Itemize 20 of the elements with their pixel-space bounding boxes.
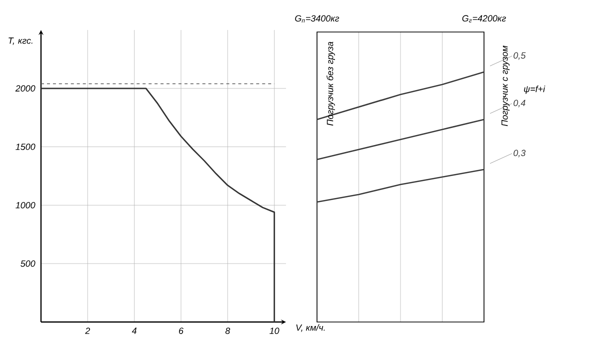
x-tick-label: 10 xyxy=(270,328,280,334)
legend-title: ψ=f+i xyxy=(524,86,546,94)
line-series xyxy=(40,88,276,323)
x-tick-label: 4 xyxy=(132,328,136,334)
text: G$_{п}$=3400кг xyxy=(295,15,340,22)
annotation: Погрузчик без груза xyxy=(326,42,335,126)
y-tick-label: 500 xyxy=(20,260,36,267)
text: 0,3 xyxy=(514,150,526,158)
x-tick-label: 8 xyxy=(225,328,230,334)
y-tick-label: 1500 xyxy=(16,144,36,150)
y-tick-label: 2000 xyxy=(15,85,36,92)
x-tick-label: 6 xyxy=(179,328,184,334)
text: 0,4 xyxy=(514,100,526,108)
y-tick-label: 1000 xyxy=(16,202,36,208)
x-axis-title: V, км/ч. xyxy=(296,324,325,332)
text: Погрузчик с грузом xyxy=(502,46,510,126)
text: G$_{г}$=4200кг xyxy=(462,15,506,22)
text: 0,5 xyxy=(514,52,526,60)
y-axis-title: T, кгс. xyxy=(8,38,32,45)
x-tick-label: 2 xyxy=(85,328,90,334)
